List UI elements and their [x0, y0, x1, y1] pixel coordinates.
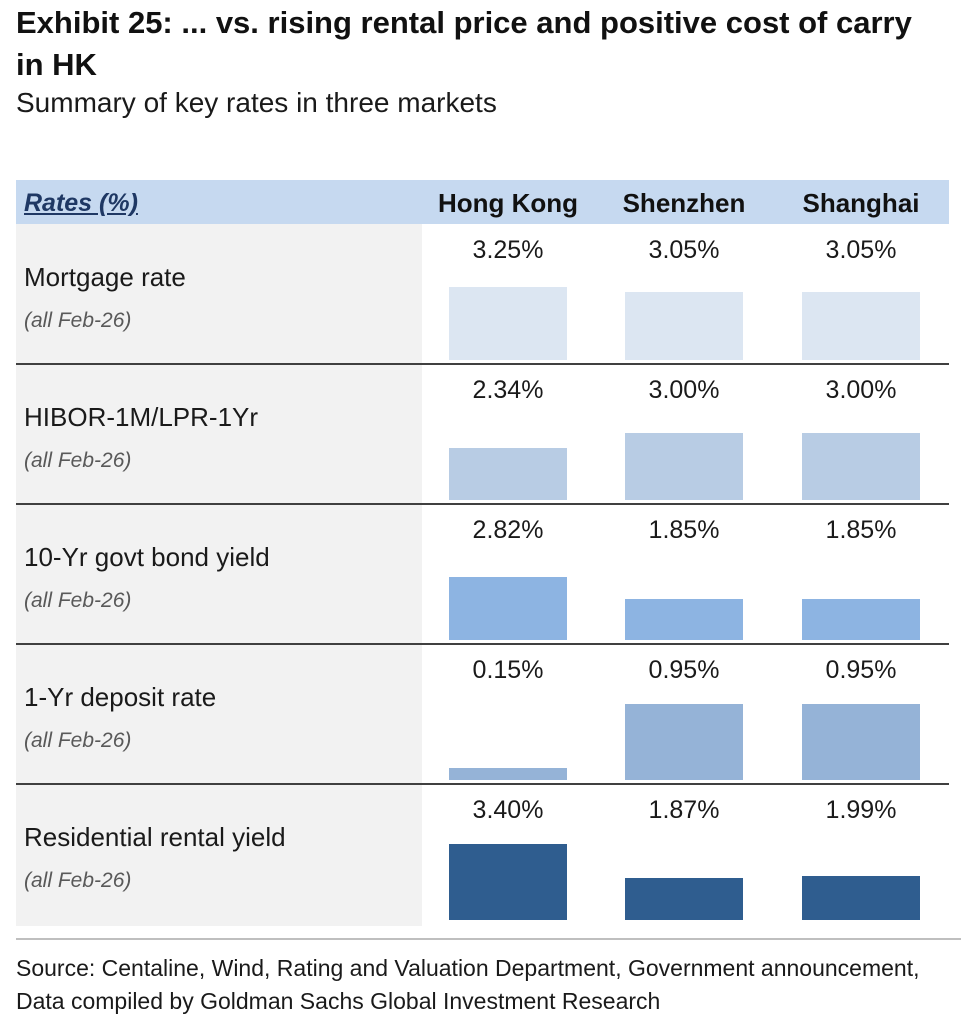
table-header: Rates (%) Hong Kong Shenzhen Shanghai	[16, 180, 949, 224]
bar-mortgage-rate-shanghai	[802, 291, 920, 360]
bar-mortgage-rate-hong-kong	[449, 287, 567, 360]
row-divider	[16, 363, 949, 365]
bottom-divider	[16, 938, 961, 940]
row-label-residential-rental-yield: Residential rental yield	[24, 822, 286, 852]
bar-hibor-1m-lpr-1yr-shenzhen	[625, 432, 743, 500]
row-sublabel: (all Feb-26)	[24, 729, 132, 752]
row-sublabel: (all Feb-26)	[24, 449, 132, 472]
bar-10-yr-govt-bond-yield-shanghai	[802, 598, 920, 640]
column-header-shenzhen: Shenzhen	[622, 188, 746, 218]
bar-10-yr-govt-bond-yield-shenzhen	[625, 598, 743, 640]
value-label-mortgage-rate-shenzhen: 3.05%	[648, 236, 720, 264]
row-sublabel: (all Feb-26)	[24, 589, 132, 612]
bar-1-yr-deposit-rate-shanghai	[802, 704, 920, 780]
row-label-mortgage-rate: Mortgage rate	[24, 262, 186, 292]
row-sublabel: (all Feb-26)	[24, 309, 132, 332]
value-label-hibor-1m-lpr-1yr-hong-kong: 2.34%	[472, 376, 544, 404]
column-header-hong-kong: Hong Kong	[437, 188, 579, 218]
bar-hibor-1m-lpr-1yr-hong-kong	[449, 447, 567, 500]
value-label-residential-rental-yield-shenzhen: 1.87%	[648, 796, 720, 824]
value-label-mortgage-rate-shanghai: 3.05%	[825, 236, 897, 264]
bar-residential-rental-yield-shenzhen	[625, 878, 743, 920]
value-label-residential-rental-yield-hong-kong: 3.40%	[472, 796, 544, 824]
bar-10-yr-govt-bond-yield-hong-kong	[449, 576, 567, 640]
row-divider	[16, 643, 949, 645]
rates-table: Rates (%) Hong Kong Shenzhen Shanghai Mo…	[16, 180, 949, 926]
row-divider	[16, 503, 949, 505]
value-label-1-yr-deposit-rate-shanghai: 0.95%	[825, 656, 897, 684]
header-rates-label: Rates (%)	[24, 189, 138, 217]
bar-residential-rental-yield-shanghai	[802, 875, 920, 920]
source-note: Source: Centaline, Wind, Rating and Valu…	[16, 955, 920, 1014]
row-label-1-yr-deposit-rate: 1-Yr deposit rate	[24, 682, 217, 712]
row-label-10-yr-govt-bond-yield: 10-Yr govt bond yield	[24, 542, 270, 572]
chart-subtitle: Summary of key rates in three markets	[16, 87, 497, 118]
value-label-10-yr-govt-bond-yield-shenzhen: 1.85%	[648, 516, 720, 544]
value-label-hibor-1m-lpr-1yr-shenzhen: 3.00%	[648, 376, 720, 404]
value-label-hibor-1m-lpr-1yr-shanghai: 3.00%	[825, 376, 897, 404]
bar-residential-rental-yield-hong-kong	[449, 844, 567, 920]
value-label-residential-rental-yield-shanghai: 1.99%	[825, 796, 897, 824]
value-label-10-yr-govt-bond-yield-hong-kong: 2.82%	[472, 516, 544, 544]
row-sublabel: (all Feb-26)	[24, 869, 132, 892]
chart-title: Exhibit 25: ... vs. rising rental price …	[16, 5, 912, 82]
bar-1-yr-deposit-rate-hong-kong	[449, 768, 567, 780]
row-labels-background	[16, 224, 422, 926]
column-header-shanghai: Shanghai	[802, 188, 920, 218]
value-label-1-yr-deposit-rate-shenzhen: 0.95%	[648, 656, 720, 684]
row-divider	[16, 783, 949, 785]
bar-1-yr-deposit-rate-shenzhen	[625, 704, 743, 780]
value-label-10-yr-govt-bond-yield-shanghai: 1.85%	[825, 516, 897, 544]
value-label-mortgage-rate-hong-kong: 3.25%	[472, 236, 544, 264]
row-label-hibor-1m-lpr-1yr: HIBOR-1M/LPR-1Yr	[24, 402, 259, 432]
bar-hibor-1m-lpr-1yr-shanghai	[802, 432, 920, 500]
value-label-1-yr-deposit-rate-hong-kong: 0.15%	[472, 656, 544, 684]
bar-mortgage-rate-shenzhen	[625, 291, 743, 360]
